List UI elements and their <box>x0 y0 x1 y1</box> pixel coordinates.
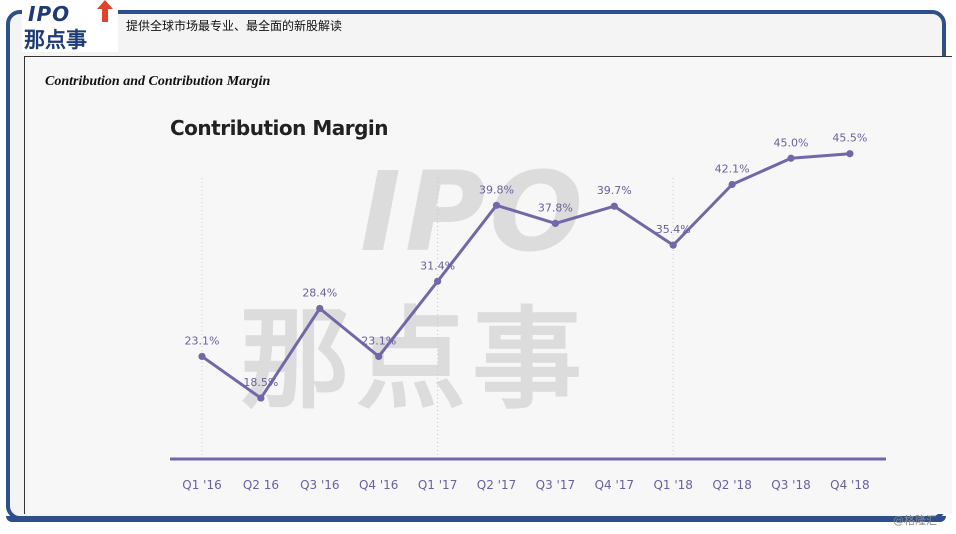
ipo-logo: IPO 那点事 <box>22 0 118 52</box>
watermark-ipo: IPO <box>360 148 588 276</box>
data-label-8: 35.4% <box>656 223 691 236</box>
data-point-5 <box>492 201 501 209</box>
data-label-1: 18.5% <box>243 376 278 389</box>
x-tick-label-11: Q4 '18 <box>830 478 869 492</box>
data-point-8 <box>669 241 677 249</box>
x-tick-label-7: Q4 '17 <box>595 478 634 492</box>
data-point-1 <box>257 394 265 402</box>
data-label-11: 45.5% <box>832 132 867 145</box>
x-tick-label-6: Q3 '17 <box>536 478 575 492</box>
data-point-4 <box>434 277 442 285</box>
x-tick-label-0: Q1 '16 <box>182 478 221 492</box>
data-label-0: 23.1% <box>185 334 220 347</box>
logo-cn-text: 那点事 <box>24 28 87 52</box>
watermark: IPO 那点事 <box>240 130 720 424</box>
x-tick-label-3: Q4 '16 <box>359 478 398 492</box>
chart-title: Contribution Margin <box>170 116 389 140</box>
header-tagline: 提供全球市场最专业、最全面的新股解读 <box>126 19 343 33</box>
data-point-11 <box>846 150 854 158</box>
data-label-7: 39.7% <box>597 184 632 197</box>
x-tick-label-8: Q1 '18 <box>653 478 692 492</box>
data-label-9: 42.1% <box>715 162 750 175</box>
data-point-9 <box>728 180 736 189</box>
data-point-2 <box>316 304 324 313</box>
data-point-0 <box>198 352 206 361</box>
data-label-5: 39.8% <box>479 183 514 196</box>
x-tick-label-1: Q2 16 <box>243 478 279 492</box>
data-label-2: 28.4% <box>302 286 337 299</box>
data-point-10 <box>787 154 795 162</box>
series-line <box>201 152 851 400</box>
x-tick-label-5: Q2 '17 <box>477 478 516 492</box>
x-tick-label-10: Q3 '18 <box>771 478 810 492</box>
source-credit: @格隆汇 <box>893 514 937 527</box>
data-point-3 <box>375 352 383 361</box>
data-point-6 <box>551 219 560 228</box>
data-label-3: 23.1% <box>361 334 396 347</box>
doc-title: Contribution and Contribution Margin <box>45 74 271 89</box>
logo-arrow-icon <box>97 0 113 22</box>
data-label-10: 45.0% <box>774 136 809 149</box>
x-tick-label-4: Q1 '17 <box>418 478 457 492</box>
data-point-7 <box>610 202 618 210</box>
logo-ipo-text: IPO <box>28 2 71 26</box>
x-tick-label-2: Q3 '16 <box>300 478 339 492</box>
data-label-6: 37.8% <box>538 201 573 214</box>
x-tick-label-9: Q2 '18 <box>712 478 751 492</box>
data-label-4: 31.4% <box>420 259 455 272</box>
frame-bottom-bar <box>6 516 946 522</box>
content-panel <box>24 56 952 514</box>
